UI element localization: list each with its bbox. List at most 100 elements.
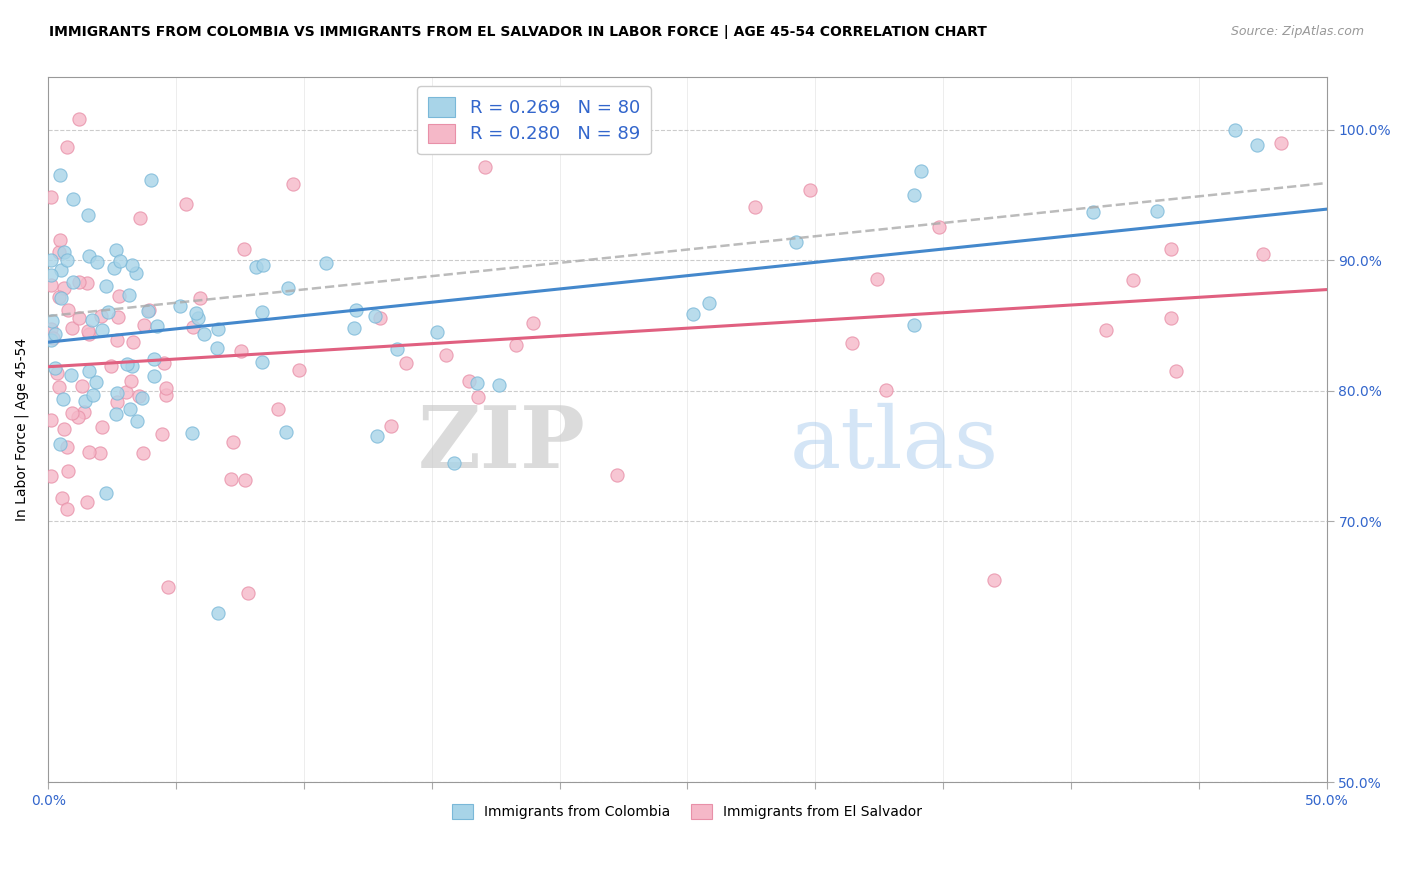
Point [84,375,107,389]
Point [75,393,97,408]
Point [155,388,177,402]
Point [39,278,62,293]
Point [343,321,366,335]
Point [107,310,129,324]
Point [60,406,83,420]
Point [104,407,127,421]
Point [115,384,138,399]
Point [103,261,125,276]
Point [903,318,925,332]
Point [77,444,100,458]
Point [315,255,337,269]
Point [125,414,148,428]
Point [458,374,481,388]
Point [46,366,69,380]
Point [77,364,100,378]
Point [252,258,274,272]
Text: ZIP: ZIP [418,402,585,486]
Point [1160,311,1182,326]
Point [39,469,62,483]
Point [125,266,148,280]
Point [207,322,229,336]
Point [274,425,297,440]
Point [86,254,108,268]
Point [73,405,96,419]
Point [1164,364,1187,378]
Point [41,314,63,328]
Point [56,501,79,516]
Point [368,310,391,325]
Point [157,580,180,594]
Point [522,317,544,331]
Point [39,268,62,282]
Point [153,356,176,370]
Point [120,374,142,388]
Point [129,211,152,225]
Point [903,187,925,202]
Point [51,262,73,277]
Point [682,307,704,321]
Point [188,291,211,305]
Point [90,309,112,323]
Point [875,383,897,397]
Point [385,342,408,356]
Point [42,331,65,345]
Point [67,112,90,126]
Point [193,326,215,341]
Point [77,327,100,342]
Point [60,321,83,335]
Point [245,260,267,274]
Text: Source: ZipAtlas.com: Source: ZipAtlas.com [1230,25,1364,38]
Point [1122,273,1144,287]
Point [426,325,449,339]
Point [53,422,76,436]
Point [58,302,80,317]
Point [67,311,90,326]
Point [132,318,155,333]
Point [474,160,496,174]
Point [62,192,84,206]
Point [55,140,77,154]
Point [44,360,66,375]
Point [49,233,72,247]
Point [799,183,821,197]
Point [1225,122,1247,136]
Point [141,173,163,187]
Legend: Immigrants from Colombia, Immigrants from El Salvador: Immigrants from Colombia, Immigrants fro… [447,799,928,825]
Point [80,313,103,327]
Point [131,391,153,405]
Point [236,586,259,600]
Point [366,429,388,443]
Point [250,305,273,319]
Point [48,245,70,260]
Text: IMMIGRANTS FROM COLOMBIA VS IMMIGRANTS FROM EL SALVADOR IN LABOR FORCE | AGE 45-: IMMIGRANTS FROM COLOMBIA VS IMMIGRANTS F… [49,25,987,39]
Point [105,395,128,409]
Point [395,355,418,369]
Point [155,381,177,395]
Point [434,348,457,362]
Point [39,413,62,427]
Point [117,357,139,371]
Point [120,401,142,416]
Point [105,243,128,257]
Point [105,385,128,400]
Point [96,278,118,293]
Point [107,334,129,348]
Point [39,322,62,336]
Point [1246,137,1268,152]
Point [44,327,66,342]
Point [118,287,141,301]
Point [59,368,82,382]
Point [277,281,299,295]
Point [39,190,62,204]
Point [488,378,510,392]
Point [146,318,169,333]
Point [66,410,89,425]
Point [89,445,111,459]
Point [56,253,79,268]
Point [62,275,84,289]
Point [55,440,77,454]
Point [928,220,950,235]
Point [465,376,488,390]
Point [344,302,367,317]
